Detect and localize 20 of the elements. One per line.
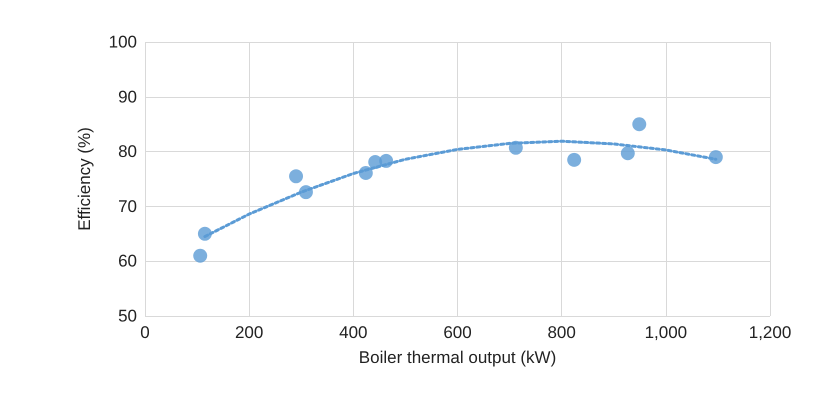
- point: [289, 169, 304, 184]
- x-tick-label: 0: [140, 323, 150, 342]
- x-tick-label: 600: [443, 323, 472, 342]
- x-tick-label: 200: [234, 323, 264, 342]
- point: [193, 248, 208, 263]
- y-tick-label: 50: [118, 306, 137, 326]
- point: [567, 152, 582, 167]
- x-tick-label: 1,200: [748, 323, 792, 342]
- point: [632, 117, 646, 132]
- y-tick-label: 100: [108, 32, 137, 52]
- point: [620, 146, 635, 160]
- y-tick-label: 90: [118, 87, 137, 106]
- y-tick-label: 80: [118, 142, 137, 162]
- y-tick-label: 70: [118, 196, 137, 216]
- x-tick-label: 400: [339, 323, 368, 342]
- x-tick-label: 1,000: [644, 323, 688, 342]
- y-tick-label: 60: [118, 252, 137, 271]
- x-axis-title: Boiler thermal output (kW): [358, 348, 556, 367]
- x-tick-label: 800: [547, 323, 576, 342]
- y-axis-title: Efficiency (%): [75, 127, 94, 231]
